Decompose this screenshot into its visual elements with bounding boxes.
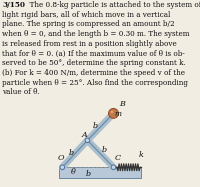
Text: m: m [114,110,121,118]
Text: B: B [119,100,125,108]
Text: (b) For k = 400 N/m, determine the speed v of the: (b) For k = 400 N/m, determine the speed… [2,69,185,77]
Text: particle when θ = 25°. Also find the corresponding: particle when θ = 25°. Also find the cor… [2,79,188,87]
Circle shape [85,138,90,142]
Circle shape [60,165,65,169]
Text: O: O [58,154,65,162]
Circle shape [111,165,116,169]
Text: when θ = 0, and the length b = 0.30 m. The system: when θ = 0, and the length b = 0.30 m. T… [2,30,190,38]
Text: C: C [114,154,120,162]
Circle shape [109,108,118,118]
Text: served to be 50°, determine the spring constant k.: served to be 50°, determine the spring c… [2,59,186,67]
Circle shape [111,111,113,113]
Bar [59,167,141,178]
Text: k: k [139,151,143,159]
Text: that for θ = 0. (a) If the maximum value of θ is ob-: that for θ = 0. (a) If the maximum value… [2,50,185,57]
Text: light rigid bars, all of which move in a vertical: light rigid bars, all of which move in a… [2,11,170,19]
Text: b: b [101,146,106,154]
Text: The 0.8-kg particle is attached to the system of two: The 0.8-kg particle is attached to the s… [25,1,200,9]
Text: value of θ̇.: value of θ̇. [2,88,40,96]
Text: A: A [82,131,87,139]
Text: b: b [85,170,90,177]
Text: θ: θ [70,168,75,176]
Text: b: b [69,149,74,157]
Text: b: b [92,122,97,130]
Text: plane. The spring is compressed an amount b/2: plane. The spring is compressed an amoun… [2,20,175,28]
Text: is released from rest in a position slightly above: is released from rest in a position slig… [2,40,177,48]
Text: 3/150: 3/150 [2,1,25,9]
